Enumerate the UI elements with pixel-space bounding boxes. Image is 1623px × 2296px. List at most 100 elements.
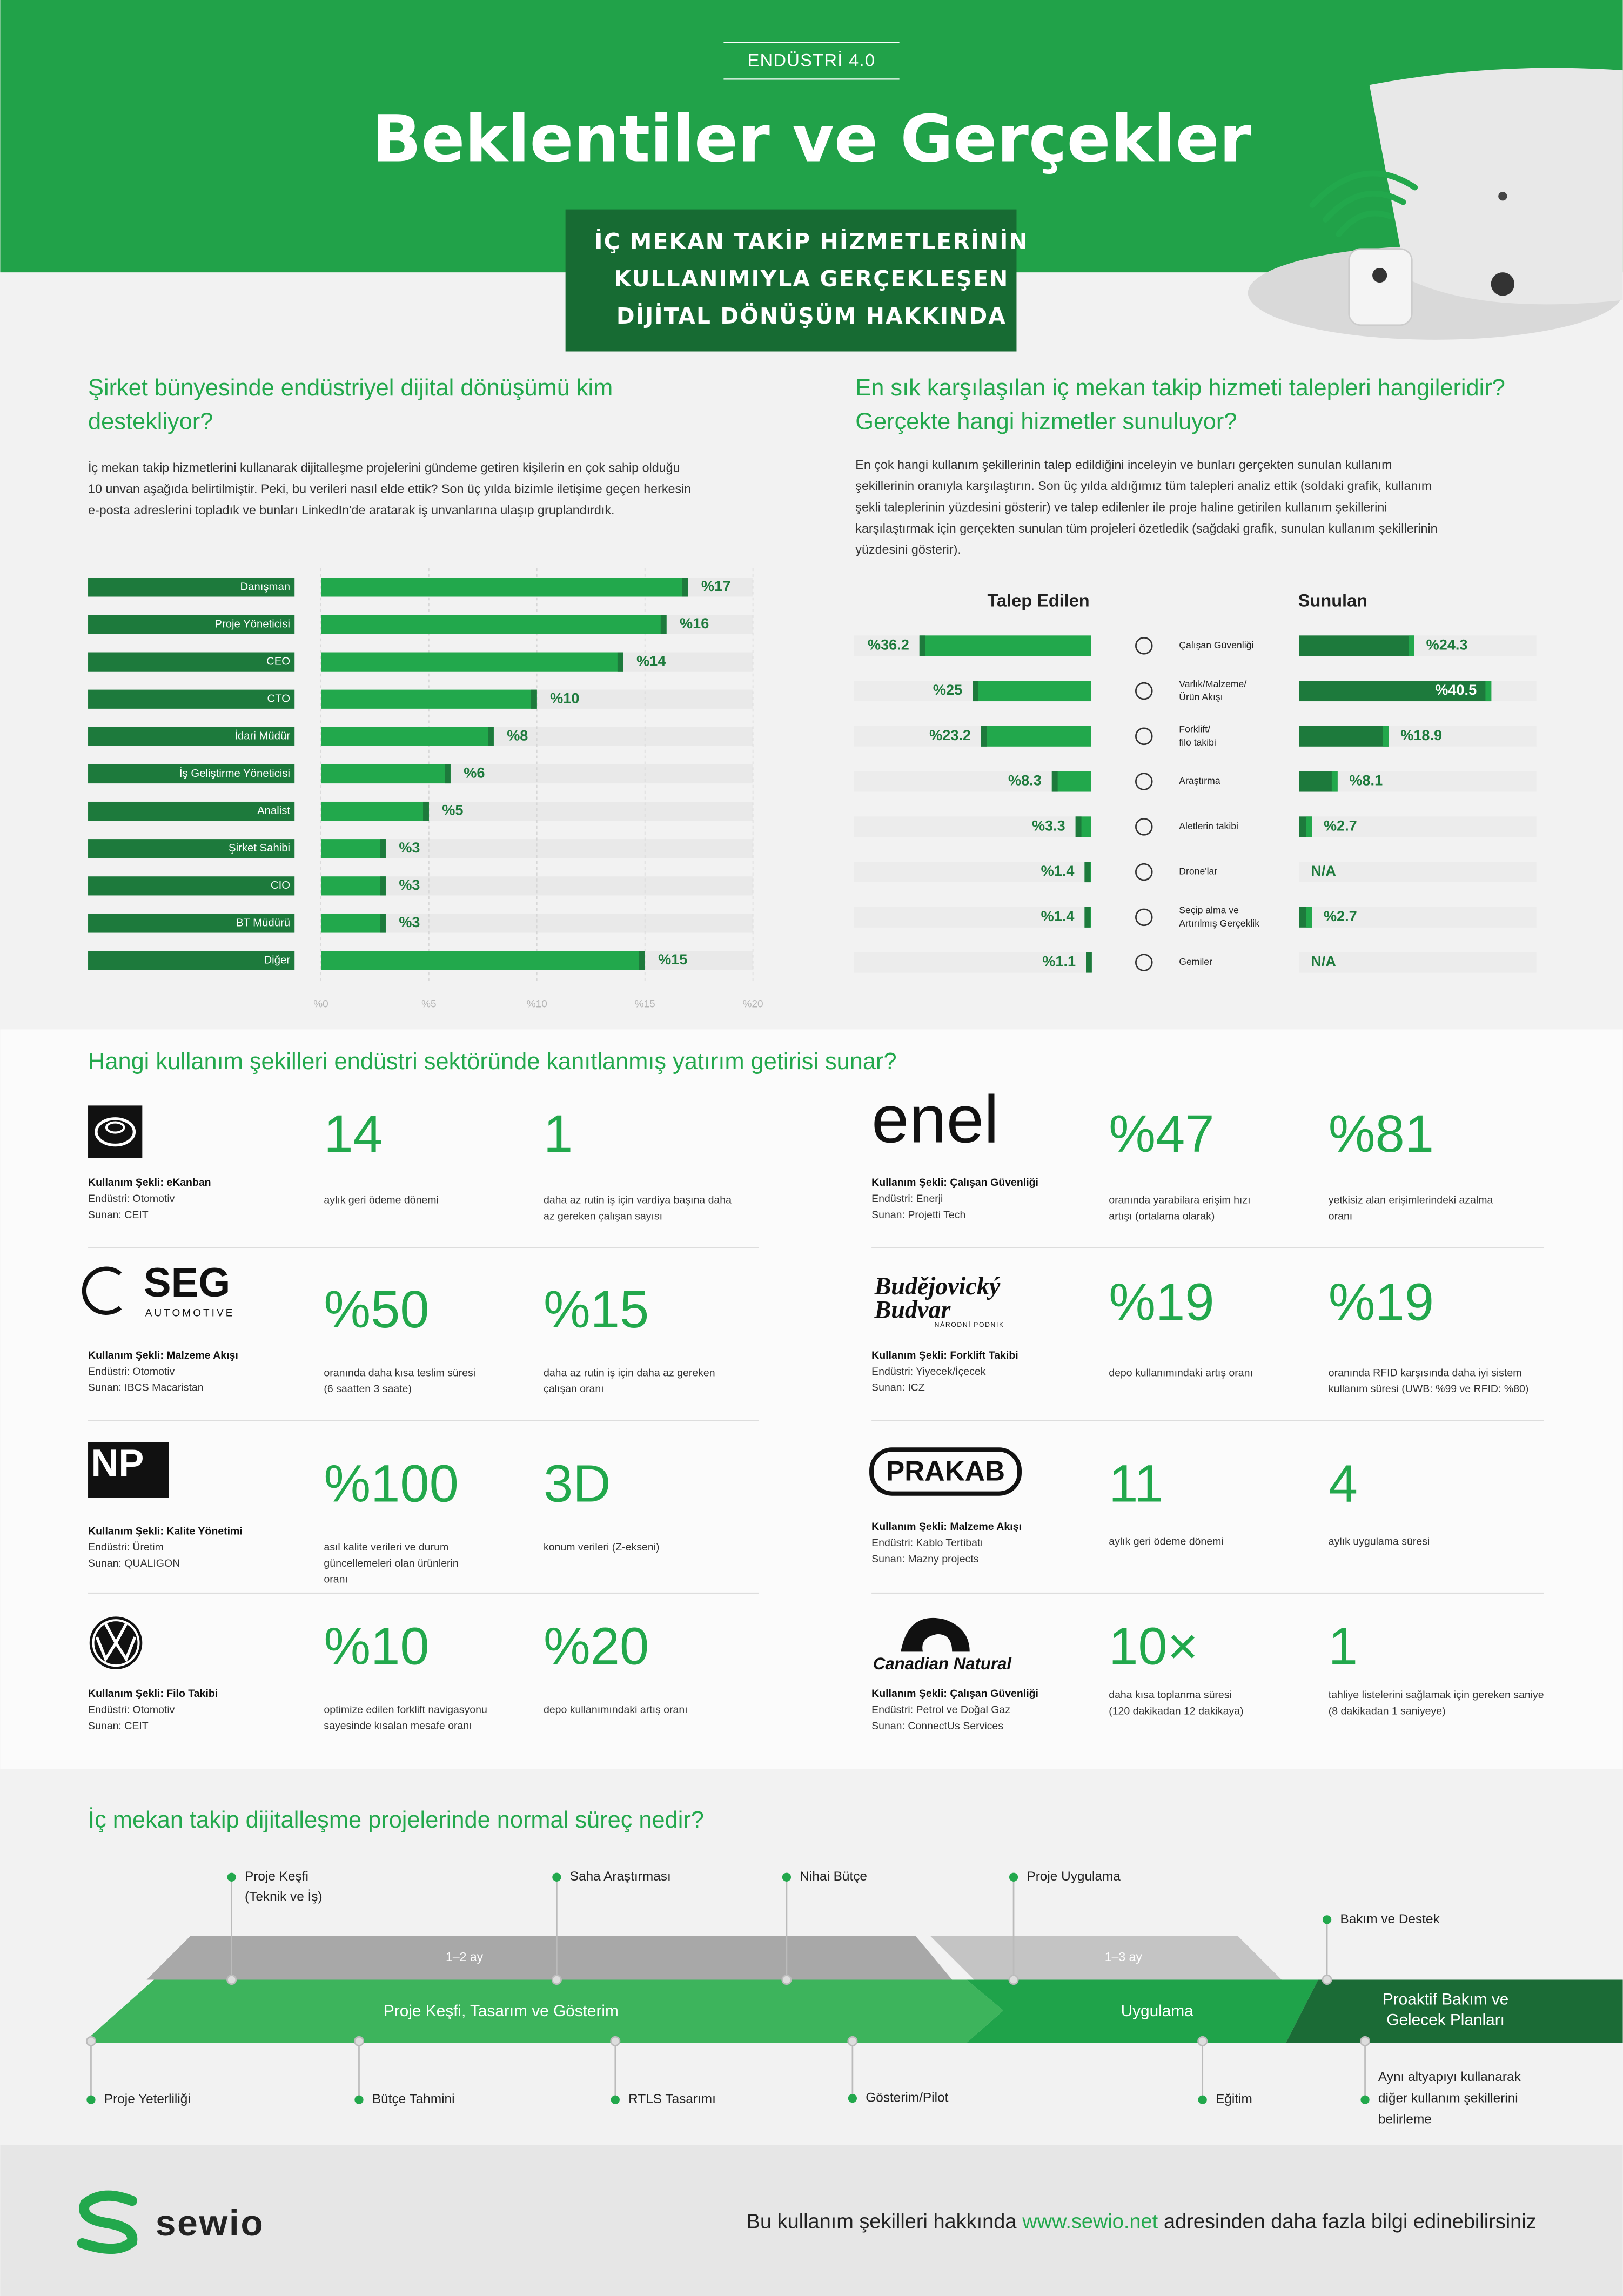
text-line: Budějovický — [874, 1272, 1001, 1300]
signal-waves — [1309, 170, 1418, 238]
category-icon — [1135, 818, 1153, 836]
stat-value: 4 — [1329, 1454, 1358, 1513]
stat-text: aylık uygulama süresi — [1329, 1535, 1430, 1547]
milestone-joint — [226, 1975, 237, 1985]
x-tick-label: %5 — [421, 998, 436, 1010]
text-line: tahliye listelerini sağlamak için gereke… — [1329, 1689, 1544, 1701]
bar-cap — [1306, 816, 1312, 837]
text-line: Artırılmış Gerçeklik — [1179, 918, 1259, 929]
value-label: %15 — [658, 951, 687, 968]
industry: Endüstri: Otomotiv — [88, 1366, 175, 1378]
stat-value: %19 — [1329, 1273, 1434, 1332]
stat-value: %50 — [324, 1280, 429, 1339]
bar-cap — [380, 876, 386, 896]
logo-vw-ring — [92, 1619, 140, 1667]
value-label: %17 — [701, 578, 730, 594]
text-line: Varlık/Malzeme/ — [1179, 679, 1246, 689]
category-label-box — [88, 578, 295, 597]
industry: Endüstri: Otomotiv — [88, 1193, 175, 1205]
phase-label: Proaktif Bakım ve Gelecek Planları — [1383, 1990, 1508, 2029]
section-title: İç mekan takip dijitalleşme projelerinde… — [88, 1807, 704, 1833]
device-dot — [1498, 192, 1507, 201]
bar — [320, 578, 688, 597]
text-line: şekli taleplerinin yüzdesini gösterir) v… — [855, 500, 1387, 514]
use-case: Kullanım Şekli: Malzeme Akışı — [88, 1350, 238, 1361]
stat-value: 10× — [1109, 1616, 1198, 1675]
industry: Endüstri: Otomotiv — [88, 1704, 175, 1716]
sewio-mark — [77, 2190, 138, 2254]
row-background — [1299, 771, 1537, 792]
footer-background — [0, 2145, 1623, 2296]
text-line: Proje Keşfi — [245, 1869, 308, 1884]
category-label: Seçip alma ve Artırılmış Gerçeklik — [1179, 904, 1259, 928]
category-icon — [1135, 908, 1153, 927]
milestone-dot — [782, 1872, 792, 1882]
category-label: İş Geliştirme Yöneticisi — [179, 767, 290, 780]
use-case: Kullanım Şekli: Kalite Yönetimi — [88, 1525, 243, 1537]
footer-text-after: adresinden daha fazla bilgi edinebilirsi… — [1164, 2210, 1537, 2233]
text-line: daha az rutin iş için daha az gereken — [544, 1367, 715, 1379]
logo-budvar-sub: NÁRODNÍ PODNIK — [935, 1320, 1004, 1328]
stat-value: %81 — [1329, 1104, 1434, 1163]
phase-label: Uygulama — [1121, 2002, 1194, 2020]
category-label-box — [88, 652, 295, 672]
row-background — [320, 914, 753, 933]
bar-cap — [380, 839, 386, 858]
milestone-joint — [551, 1975, 562, 1985]
milestone-label: Proje Yeterliliği — [104, 2092, 191, 2106]
bar — [1299, 635, 1414, 656]
footer-link[interactable]: www.sewio.net — [1022, 2210, 1158, 2233]
milestone-joint — [847, 2036, 858, 2046]
milestone-dot — [1360, 2095, 1370, 2104]
bar-cap — [1086, 952, 1092, 973]
milestone-label: Bütçe Tahmini — [372, 2092, 455, 2106]
category-label: Drone'lar — [1179, 866, 1217, 877]
text-line: En çok hangi kullanım şekillerinin talep… — [855, 458, 1392, 472]
stat-value: %10 — [324, 1616, 429, 1675]
use-case: Kullanım Şekli: Filo Takibi — [88, 1688, 218, 1700]
milestone-dot — [611, 2095, 620, 2104]
value-label: %3 — [399, 876, 420, 893]
stat-value: 1 — [1329, 1616, 1358, 1675]
bar-cap — [1485, 681, 1492, 702]
bar-cap — [919, 635, 925, 656]
row-background — [1299, 952, 1537, 973]
category-label: Forklift/filo takibi — [1179, 723, 1216, 747]
row-background — [1299, 862, 1537, 883]
value-label: %25 — [933, 681, 962, 698]
category-icon — [1135, 773, 1153, 790]
logo-cnrl-mark — [901, 1617, 970, 1652]
bar-cap — [445, 764, 451, 784]
text-line: çalışan oranı — [544, 1383, 604, 1395]
text-line: daha kısa toplanma süresi — [1109, 1689, 1232, 1701]
milestone-dot — [848, 2093, 857, 2103]
industry: Endüstri: Yiyecek/İçecek — [871, 1365, 986, 1378]
value-label: %8.1 — [1349, 772, 1383, 789]
bar — [320, 876, 386, 896]
logo-prakab: PRAKAB — [886, 1455, 1005, 1486]
stat-value: 14 — [324, 1104, 383, 1163]
stat-text: depo kullanımındaki artış oranı — [544, 1704, 688, 1716]
row-background — [1299, 907, 1537, 928]
industry: Endüstri: Üretim — [88, 1541, 164, 1553]
device-logo — [1491, 272, 1515, 296]
roi-background — [0, 1029, 1623, 1769]
category-label-box — [88, 801, 295, 821]
provider: Sunan: ICZ — [871, 1382, 925, 1394]
bar — [320, 764, 451, 784]
value-label: %3.3 — [1032, 817, 1065, 834]
tag-logo — [1372, 268, 1387, 283]
text-line: şekillerinin oranıyla karşılaştırın. Son… — [855, 479, 1432, 493]
text-line: oranında yarabilara erişim hızı — [1109, 1194, 1250, 1206]
use-case: Kullanım Şekli: Çalışan Güvenliği — [871, 1688, 1038, 1700]
text-line: Gerçekte hangi hizmetler sunuluyor? — [855, 409, 1237, 435]
category-label: CEO — [266, 656, 290, 668]
value-label: N/A — [1311, 953, 1336, 970]
category-icon — [1135, 682, 1153, 700]
text-line: oranında RFID karşısında daha iyi sistem — [1329, 1367, 1522, 1379]
x-tick-label: %10 — [527, 998, 547, 1010]
bar — [973, 681, 1091, 702]
stat-value: %47 — [1109, 1104, 1214, 1163]
series-title: Talep Edilen — [988, 591, 1090, 610]
